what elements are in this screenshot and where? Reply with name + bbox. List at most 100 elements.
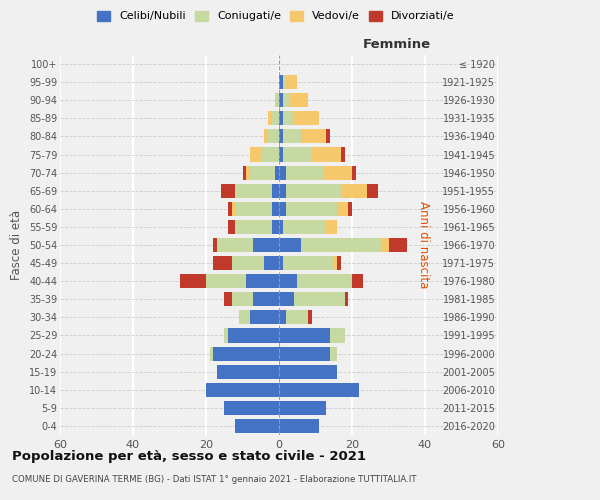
- Bar: [235, 202, 272, 216]
- Bar: [286, 166, 323, 179]
- Bar: [286, 75, 297, 89]
- Bar: [214, 256, 232, 270]
- Bar: [279, 382, 359, 397]
- Bar: [217, 238, 253, 252]
- Bar: [337, 202, 349, 216]
- Bar: [381, 238, 389, 252]
- Bar: [279, 202, 286, 216]
- Bar: [279, 419, 319, 433]
- Bar: [224, 292, 232, 306]
- Bar: [337, 256, 341, 270]
- Bar: [279, 220, 283, 234]
- Bar: [341, 184, 367, 198]
- Bar: [279, 166, 286, 179]
- Y-axis label: Anni di nascita: Anni di nascita: [418, 202, 430, 288]
- Bar: [206, 274, 246, 288]
- Bar: [330, 328, 345, 342]
- Bar: [301, 130, 326, 143]
- Bar: [214, 346, 279, 360]
- Bar: [283, 130, 301, 143]
- Bar: [261, 148, 279, 162]
- Bar: [279, 148, 283, 162]
- Bar: [279, 75, 283, 89]
- Bar: [209, 346, 214, 360]
- Bar: [268, 130, 279, 143]
- Bar: [272, 220, 279, 234]
- Bar: [235, 419, 279, 433]
- Legend: Celibi/Nubili, Coniugati/e, Vedovi/e, Divorziati/e: Celibi/Nubili, Coniugati/e, Vedovi/e, Di…: [97, 10, 455, 22]
- Bar: [265, 130, 268, 143]
- Bar: [246, 274, 279, 288]
- Bar: [297, 274, 352, 288]
- Bar: [275, 93, 279, 108]
- Bar: [286, 310, 308, 324]
- Bar: [279, 346, 330, 360]
- Bar: [214, 238, 217, 252]
- Bar: [250, 310, 279, 324]
- Bar: [279, 256, 283, 270]
- Bar: [253, 238, 279, 252]
- Bar: [268, 112, 272, 126]
- Bar: [232, 256, 265, 270]
- Bar: [232, 292, 253, 306]
- Bar: [206, 382, 279, 397]
- Bar: [279, 93, 283, 108]
- Text: Femmine: Femmine: [363, 38, 431, 51]
- Bar: [283, 93, 290, 108]
- Bar: [290, 93, 308, 108]
- Bar: [283, 220, 326, 234]
- Bar: [232, 202, 235, 216]
- Bar: [308, 310, 312, 324]
- Bar: [326, 130, 330, 143]
- Bar: [389, 238, 407, 252]
- Bar: [326, 220, 337, 234]
- Bar: [250, 148, 261, 162]
- Bar: [253, 292, 279, 306]
- Bar: [272, 202, 279, 216]
- Bar: [301, 238, 381, 252]
- Bar: [224, 328, 228, 342]
- Bar: [286, 202, 337, 216]
- Bar: [279, 274, 297, 288]
- Bar: [279, 112, 283, 126]
- Bar: [283, 112, 293, 126]
- Bar: [246, 166, 250, 179]
- Bar: [279, 184, 286, 198]
- Bar: [235, 220, 272, 234]
- Bar: [312, 148, 341, 162]
- Bar: [283, 75, 286, 89]
- Bar: [279, 130, 283, 143]
- Bar: [272, 112, 279, 126]
- Bar: [286, 184, 341, 198]
- Bar: [293, 292, 345, 306]
- Bar: [221, 184, 235, 198]
- Text: COMUNE DI GAVERINA TERME (BG) - Dati ISTAT 1° gennaio 2021 - Elaborazione TUTTIT: COMUNE DI GAVERINA TERME (BG) - Dati IST…: [12, 475, 416, 484]
- Bar: [250, 166, 275, 179]
- Bar: [283, 256, 334, 270]
- Bar: [217, 364, 279, 378]
- Bar: [279, 292, 293, 306]
- Text: Popolazione per età, sesso e stato civile - 2021: Popolazione per età, sesso e stato civil…: [12, 450, 366, 463]
- Bar: [279, 328, 330, 342]
- Bar: [242, 166, 246, 179]
- Bar: [279, 310, 286, 324]
- Bar: [344, 292, 349, 306]
- Bar: [330, 346, 337, 360]
- Bar: [239, 310, 250, 324]
- Bar: [228, 220, 235, 234]
- Bar: [367, 184, 377, 198]
- Bar: [224, 401, 279, 415]
- Bar: [334, 256, 337, 270]
- Bar: [279, 401, 326, 415]
- Bar: [181, 274, 206, 288]
- Bar: [323, 166, 352, 179]
- Bar: [265, 256, 279, 270]
- Bar: [341, 148, 344, 162]
- Bar: [272, 184, 279, 198]
- Bar: [293, 112, 319, 126]
- Bar: [283, 148, 312, 162]
- Bar: [235, 184, 272, 198]
- Bar: [352, 274, 363, 288]
- Bar: [279, 364, 337, 378]
- Bar: [275, 166, 279, 179]
